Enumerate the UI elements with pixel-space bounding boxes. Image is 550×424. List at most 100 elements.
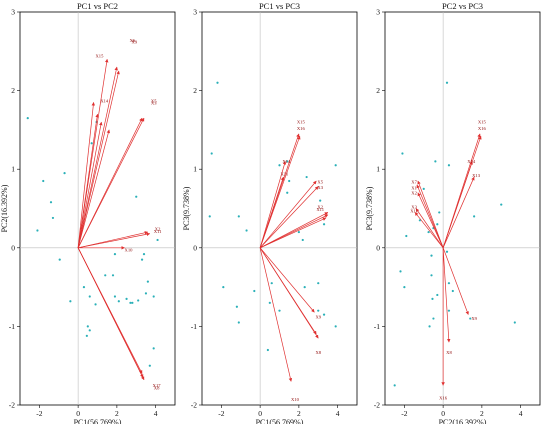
loading-arrow xyxy=(77,66,118,248)
loading-label: X16 xyxy=(439,395,448,400)
loading-label: X8 xyxy=(315,350,321,355)
x-tick-label: 2 xyxy=(297,409,301,418)
loading-arrow xyxy=(78,232,151,249)
data-point xyxy=(469,317,472,320)
data-point xyxy=(131,301,134,304)
loading-arrow xyxy=(417,192,444,248)
data-point xyxy=(322,223,326,226)
loading-label: X14 xyxy=(282,159,291,164)
loading-label: X8 xyxy=(446,350,452,355)
loading-label: X5 xyxy=(151,98,157,103)
loading-arrow xyxy=(415,208,444,248)
loading-label: X3 xyxy=(411,205,417,210)
x-axis-label: PC1(56.769%) xyxy=(74,418,122,424)
data-point xyxy=(270,282,273,285)
loading-label: X15 xyxy=(297,120,306,125)
data-point xyxy=(117,300,120,303)
loading-label: X6 xyxy=(130,38,136,43)
loading-label: X11 xyxy=(410,208,418,213)
data-point xyxy=(447,282,451,285)
loading-label: X3 xyxy=(317,185,323,190)
y-tick-label: -2 xyxy=(191,401,197,410)
data-point xyxy=(63,172,66,175)
loading-arrow xyxy=(259,247,293,382)
data-point xyxy=(434,160,437,163)
loading-arrow xyxy=(259,186,319,249)
data-point xyxy=(432,317,435,320)
y-tick-label: -1 xyxy=(191,322,197,331)
loading-label: X14 xyxy=(100,98,109,103)
data-point xyxy=(403,286,406,289)
data-point xyxy=(113,252,117,256)
loading-arrow xyxy=(416,184,444,248)
loading-label: X11 xyxy=(316,207,324,212)
data-point xyxy=(222,286,225,289)
data-point xyxy=(137,299,140,302)
data-point xyxy=(253,289,256,293)
data-point xyxy=(513,321,516,324)
data-point xyxy=(430,254,433,257)
loading-label: X15 xyxy=(478,120,487,125)
data-point xyxy=(268,301,271,304)
y-axis-label: PC2(16.392%) xyxy=(0,184,9,232)
data-point xyxy=(399,270,402,273)
loading-label: X13 xyxy=(472,173,481,178)
loading-label: X9 xyxy=(471,316,477,321)
loading-label: X2 xyxy=(317,205,323,210)
x-tick-label: -2 xyxy=(36,409,42,418)
loading-arrow xyxy=(259,176,285,248)
data-point xyxy=(266,348,269,352)
data-point xyxy=(129,301,132,304)
panel-title: PC2 vs PC3 xyxy=(442,1,483,11)
data-point xyxy=(500,203,503,206)
data-point xyxy=(82,286,86,289)
y-tick-label: 1 xyxy=(11,165,15,174)
loading-label: X15 xyxy=(95,54,104,59)
loading-arrow xyxy=(414,212,444,249)
data-point xyxy=(303,286,306,289)
data-point xyxy=(210,152,213,155)
y-tick-label: 0 xyxy=(193,243,197,252)
y-tick-label: 3 xyxy=(376,8,380,17)
y-tick-label: -1 xyxy=(374,322,380,331)
data-point xyxy=(42,179,45,183)
loading-label: X9 xyxy=(132,39,138,44)
loading-label: X11 xyxy=(154,229,162,234)
panel-title: PC1 vs PC2 xyxy=(77,1,118,11)
y-tick-label: 2 xyxy=(376,86,380,95)
loading-label: X17 xyxy=(153,383,162,388)
loading-label: X8 xyxy=(154,385,160,390)
y-tick-label: 0 xyxy=(11,243,15,252)
data-point xyxy=(445,81,449,84)
loading-arrow xyxy=(77,70,120,248)
loading-arrow xyxy=(259,247,315,313)
loading-arrow xyxy=(417,180,444,248)
data-point xyxy=(146,280,149,283)
data-point xyxy=(152,347,155,350)
x-axis-label: PC1(56.769%) xyxy=(256,418,304,424)
loading-label: X14 xyxy=(467,159,476,164)
data-point xyxy=(428,325,431,328)
data-point xyxy=(438,211,441,214)
data-point xyxy=(317,309,320,312)
data-point xyxy=(85,334,88,337)
data-point xyxy=(401,152,404,155)
x-tick-label: -2 xyxy=(218,409,224,418)
y-tick-label: -2 xyxy=(9,401,15,410)
data-point xyxy=(148,364,151,367)
data-point xyxy=(235,305,238,308)
data-point xyxy=(286,160,289,163)
loading-label: X10 xyxy=(125,248,134,253)
x-tick-label: 0 xyxy=(441,409,445,418)
data-point xyxy=(436,223,439,226)
x-tick-label: 4 xyxy=(519,409,523,418)
data-point xyxy=(216,81,219,84)
data-point xyxy=(237,321,240,324)
data-point xyxy=(58,258,61,261)
data-point xyxy=(430,274,433,277)
y-tick-label: -2 xyxy=(374,401,380,410)
loading-arrow xyxy=(442,176,475,248)
loading-label: X2 xyxy=(411,190,417,195)
x-tick-label: -2 xyxy=(401,409,407,418)
data-point xyxy=(322,313,326,316)
